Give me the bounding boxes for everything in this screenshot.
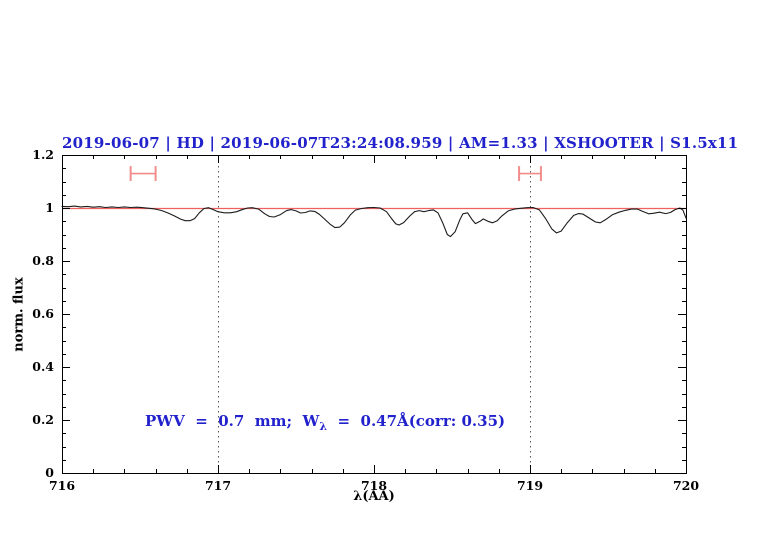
x-tick-label: 720 <box>673 478 699 493</box>
annotation-lambda-subscript: λ <box>319 420 328 433</box>
y-tick-label: 0.4 <box>32 359 54 374</box>
y-tick-label: 0.8 <box>32 253 54 268</box>
x-axis-label: λ(AA) <box>353 489 395 504</box>
y-axis-label: norm. flux <box>11 277 27 352</box>
y-tick-label: 0.6 <box>32 306 54 321</box>
annotation-text: PWV = 0.7 mm; W <box>145 412 320 430</box>
annotation-text-rest: = 0.47Å(corr: 0.35) <box>327 412 506 430</box>
pwv-annotation: PWV = 0.7 mm; Wλ = 0.47Å(corr: 0.35) <box>145 412 505 433</box>
x-tick-label: 718 <box>361 478 387 493</box>
y-tick-label: 0.2 <box>32 412 54 427</box>
x-tick-label: 719 <box>517 478 543 493</box>
x-tick-label: 716 <box>49 478 75 493</box>
spectrum-curve <box>61 205 687 238</box>
y-tick-label: 1.2 <box>32 147 54 162</box>
y-tick-label: 1 <box>45 200 54 215</box>
y-tick-label: 0 <box>45 465 54 480</box>
x-tick-label: 717 <box>205 478 231 493</box>
